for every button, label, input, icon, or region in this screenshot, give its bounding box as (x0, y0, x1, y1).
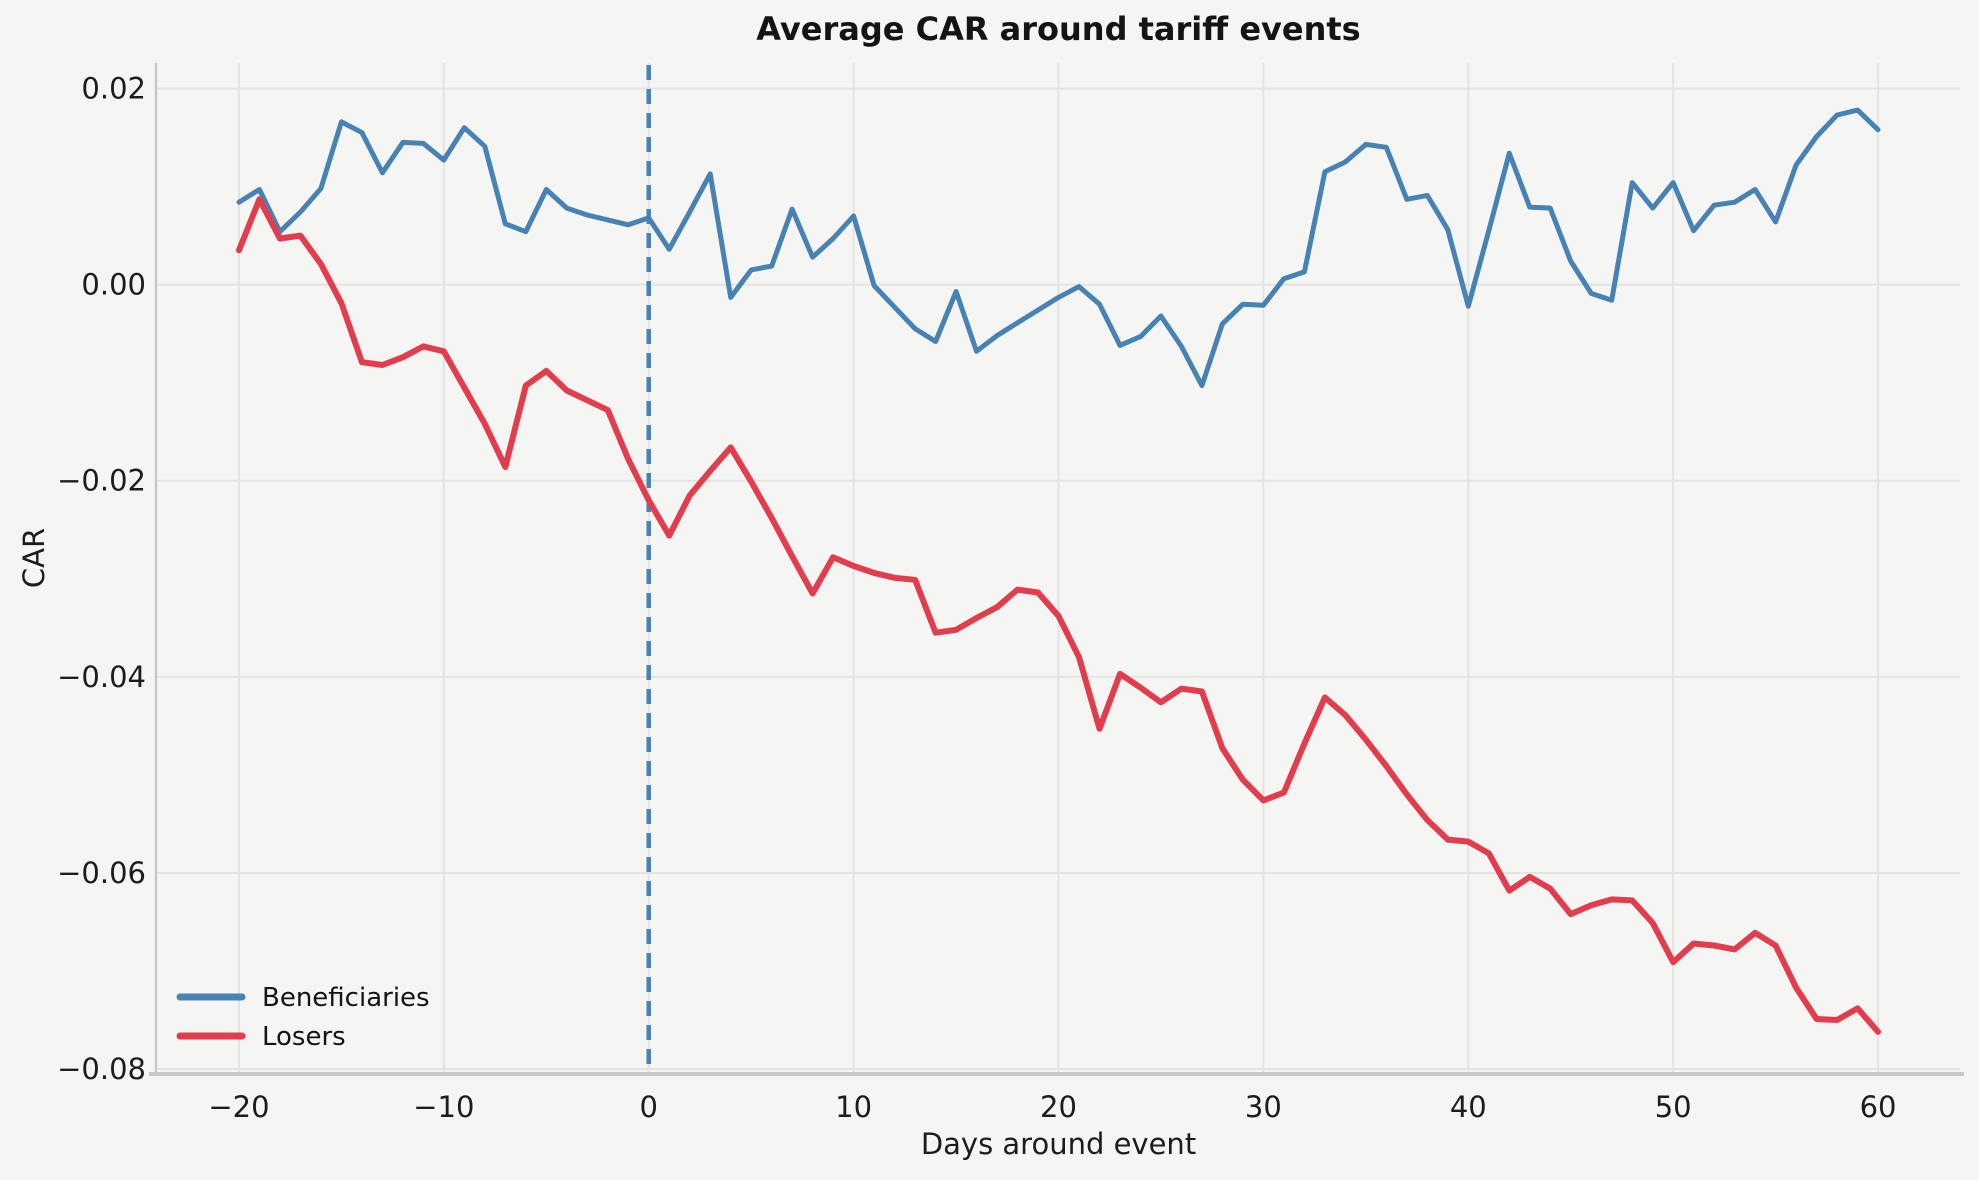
y-tick-label: −0.06 (57, 856, 146, 890)
x-axis-label: Days around event (920, 1127, 1197, 1161)
y-tick-label: −0.08 (57, 1052, 146, 1086)
x-tick-label: 10 (835, 1090, 872, 1124)
y-tick-label: 0.00 (81, 268, 146, 302)
legend-label-losers: Losers (262, 1022, 346, 1052)
x-tick-label: −20 (208, 1090, 269, 1124)
series-line-losers (236, 196, 1881, 1035)
chart-title: Average CAR around tariff events (756, 10, 1361, 48)
x-tick-label: 0 (640, 1090, 658, 1124)
x-tick-label: 60 (1860, 1090, 1897, 1124)
x-tick-label: −10 (413, 1090, 474, 1124)
legend-label-beneficiaries: Beneficiaries (262, 983, 430, 1013)
x-tick-label: 30 (1245, 1090, 1282, 1124)
x-tick-label: 40 (1450, 1090, 1487, 1124)
y-tick-label: −0.04 (57, 660, 146, 694)
x-tick-label: 20 (1040, 1090, 1077, 1124)
series-line-beneficiaries (236, 107, 1881, 389)
x-tick-label: 50 (1655, 1090, 1692, 1124)
y-axis-label: CAR (17, 527, 51, 589)
y-tick-label: −0.02 (57, 464, 146, 498)
y-tick-label: 0.02 (81, 71, 146, 105)
